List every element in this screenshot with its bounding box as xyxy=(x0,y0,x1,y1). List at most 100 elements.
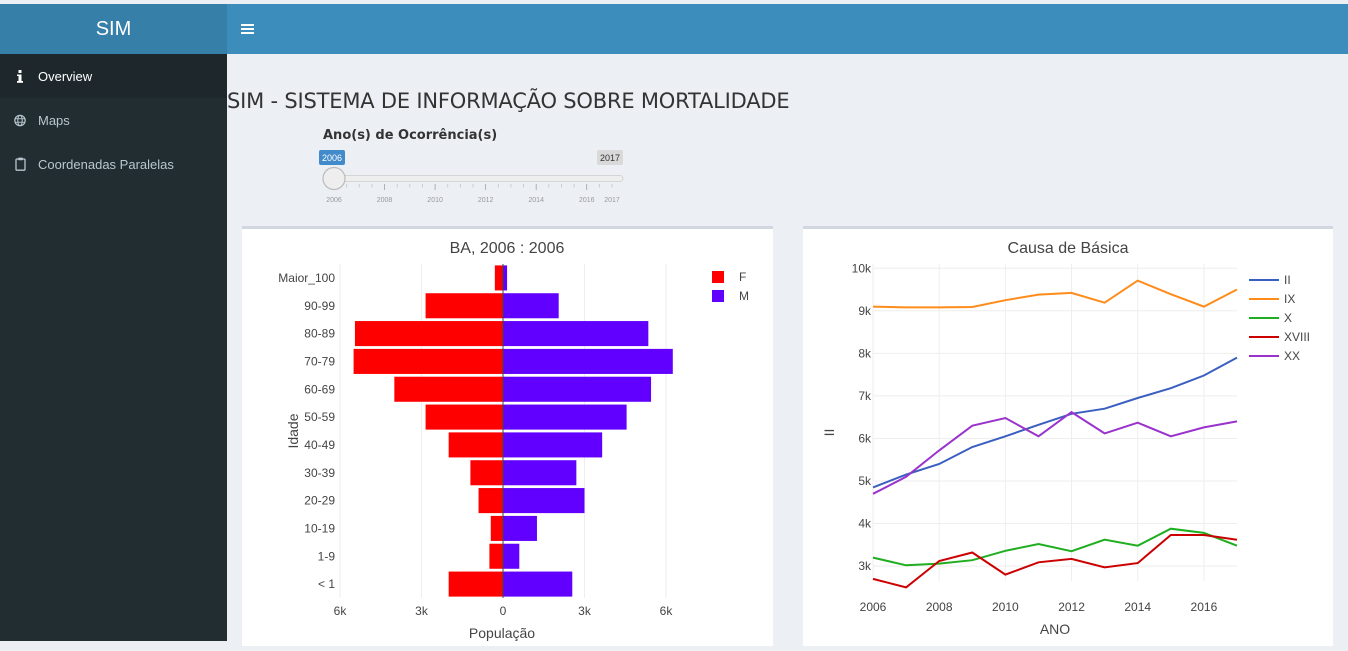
line-chart-x-tick-label: 2016 xyxy=(1191,600,1218,614)
main-content: SIM - SISTEMA DE INFORMAÇÃO SOBRE MORTAL… xyxy=(227,54,1348,646)
sidebar-item-label: Maps xyxy=(38,112,70,128)
pyramid-x-tick-label: 0 xyxy=(500,604,507,618)
clipboard-icon xyxy=(14,157,26,171)
pyramid-bar-f[interactable] xyxy=(489,543,503,569)
slider-to-label: 2017 xyxy=(600,153,620,163)
pyramid-chart-box: BA, 2006 : 2006 6k 3k 0 3k 6k < 1 1-9 10-19 20-29… xyxy=(242,226,773,646)
line-chart-y-tick-label: 6k xyxy=(858,431,872,445)
pyramid-legend-label[interactable]: M xyxy=(739,289,749,303)
pyramid-bar-m[interactable] xyxy=(503,543,520,569)
line-chart-y-tick-label: 4k xyxy=(858,517,872,531)
pyramid-bar-m[interactable] xyxy=(503,321,649,347)
slider-tick-label: 2006 xyxy=(326,197,342,204)
pyramid-bar-m[interactable] xyxy=(503,488,585,514)
top-strip xyxy=(0,0,1348,4)
pyramid-bar-f[interactable] xyxy=(425,404,503,430)
slider-to-badge xyxy=(597,150,623,165)
pyramid-bar-f[interactable] xyxy=(394,376,503,402)
pyramid-y-tick-label: 90-99 xyxy=(304,299,335,313)
info-icon xyxy=(14,69,26,83)
slider-tick-label: 2017 xyxy=(604,197,620,204)
pyramid-bar-m[interactable] xyxy=(503,376,652,402)
top-navbar xyxy=(227,4,1348,54)
line-chart-y-axis-title: II xyxy=(821,429,837,437)
population-pyramid-chart: BA, 2006 : 2006 6k 3k 0 3k 6k < 1 1-9 10-19 20-29… xyxy=(278,240,749,641)
pyramid-bar-m[interactable] xyxy=(503,265,508,291)
pyramid-bar-m[interactable] xyxy=(503,460,577,486)
pyramid-y-tick-label: 60-69 xyxy=(304,382,335,396)
slider-tick-label: 2008 xyxy=(377,197,393,204)
line-chart-y-tick-label: 8k xyxy=(858,346,872,360)
pyramid-y-tick-label: 30-39 xyxy=(304,466,335,480)
line-legend-label[interactable]: XX xyxy=(1284,349,1300,363)
line-chart-box: Causa de Básica 3k 4k 5k 6k 7k 8k 9k 10k 2006 2008… xyxy=(803,226,1333,646)
pyramid-bar-m[interactable] xyxy=(503,515,537,541)
pyramid-y-tick-label: 20-29 xyxy=(304,494,335,508)
slider-tick-label: 2012 xyxy=(478,197,494,204)
pyramid-x-tick-label: 3k xyxy=(415,604,429,618)
slider-track[interactable] xyxy=(322,175,624,182)
sidebar-toggle-icon[interactable] xyxy=(241,18,257,40)
line-legend-label[interactable]: II xyxy=(1284,273,1291,287)
line-chart-x-tick-label: 2008 xyxy=(926,600,953,614)
causa-basica-line-chart: Causa de Básica 3k 4k 5k 6k 7k 8k 9k 10k 2006 2008… xyxy=(821,240,1310,637)
pyramid-bar-f[interactable] xyxy=(354,321,503,347)
pyramid-x-tick-label: 3k xyxy=(578,604,592,618)
pyramid-bar-m[interactable] xyxy=(503,293,559,319)
line-legend-label[interactable]: IX xyxy=(1284,292,1295,306)
slider-label: Ano(s) de Ocorrência(s) xyxy=(323,128,498,143)
line-legend-label[interactable]: XVIII xyxy=(1284,330,1310,344)
line-chart-y-tick-label: 3k xyxy=(858,559,872,573)
pyramid-bar-m[interactable] xyxy=(503,571,573,597)
slider-from-badge xyxy=(319,150,345,165)
line-series-xx[interactable] xyxy=(872,410,1238,495)
pyramid-legend-swatch[interactable] xyxy=(712,271,724,283)
line-chart-y-tick-label: 10k xyxy=(852,261,872,275)
sidebar-item-coordenadas-paralelas[interactable]: Coordenadas Paralelas xyxy=(0,142,227,186)
line-series-xviii[interactable] xyxy=(872,534,1238,589)
line-chart-y-tick-label: 7k xyxy=(858,389,872,403)
pyramid-y-tick-label: < 1 xyxy=(318,577,335,591)
pyramid-x-tick-label: 6k xyxy=(660,604,674,618)
pyramid-y-tick-label: 70-79 xyxy=(304,354,335,368)
pyramid-bar-f[interactable] xyxy=(478,488,503,514)
pyramid-y-tick-label: 1-9 xyxy=(318,549,336,563)
pyramid-x-axis-title: População xyxy=(469,625,535,641)
pyramid-bar-f[interactable] xyxy=(470,460,503,486)
pyramid-bar-f[interactable] xyxy=(448,571,503,597)
line-series-ix[interactable] xyxy=(872,279,1238,309)
slider-tick-label: 2014 xyxy=(528,197,544,204)
pyramid-y-tick-label: 80-89 xyxy=(304,327,335,341)
pyramid-bar-f[interactable] xyxy=(353,348,503,374)
pyramid-bar-m[interactable] xyxy=(503,432,603,458)
sidebar-item-maps[interactable]: Maps xyxy=(0,98,227,142)
pyramid-bar-m[interactable] xyxy=(503,348,673,374)
pyramid-legend-swatch[interactable] xyxy=(712,290,724,302)
pyramid-bar-f[interactable] xyxy=(494,265,503,291)
pyramid-x-tick-label: 6k xyxy=(334,604,348,618)
pyramid-y-axis-title: Idade xyxy=(285,413,301,448)
line-chart-x-tick-label: 2012 xyxy=(1058,600,1085,614)
line-chart-title: Causa de Básica xyxy=(1008,240,1129,257)
line-legend-label[interactable]: X xyxy=(1284,311,1292,325)
app-logo[interactable]: SIM xyxy=(0,4,227,54)
globe-icon xyxy=(14,114,26,127)
pyramid-bar-f[interactable] xyxy=(425,293,503,319)
sidebar-item-label: Coordenadas Paralelas xyxy=(38,156,174,172)
slider-handle[interactable] xyxy=(322,166,346,191)
pyramid-bar-f[interactable] xyxy=(448,432,503,458)
slider-tick-label: 2010 xyxy=(427,197,443,204)
line-chart-y-tick-label: 5k xyxy=(858,474,872,488)
year-range-slider[interactable]: 2006 2017 2006 2008 2010 2012 2014 2016 2017 xyxy=(317,148,637,210)
sidebar: Overview Maps Coordenadas Paralelas xyxy=(0,54,227,641)
pyramid-bar-m[interactable] xyxy=(503,404,627,430)
sidebar-item-overview[interactable]: Overview xyxy=(0,54,227,98)
pyramid-bar-f[interactable] xyxy=(490,515,503,541)
line-series-ii[interactable] xyxy=(872,356,1238,489)
pyramid-y-tick-label: Maior_100 xyxy=(278,271,335,285)
line-chart-y-tick-label: 9k xyxy=(858,304,872,318)
line-chart-x-tick-label: 2006 xyxy=(860,600,887,614)
line-chart-x-tick-label: 2010 xyxy=(992,600,1019,614)
pyramid-legend-label[interactable]: F xyxy=(739,270,746,284)
line-series-x[interactable] xyxy=(872,527,1238,567)
